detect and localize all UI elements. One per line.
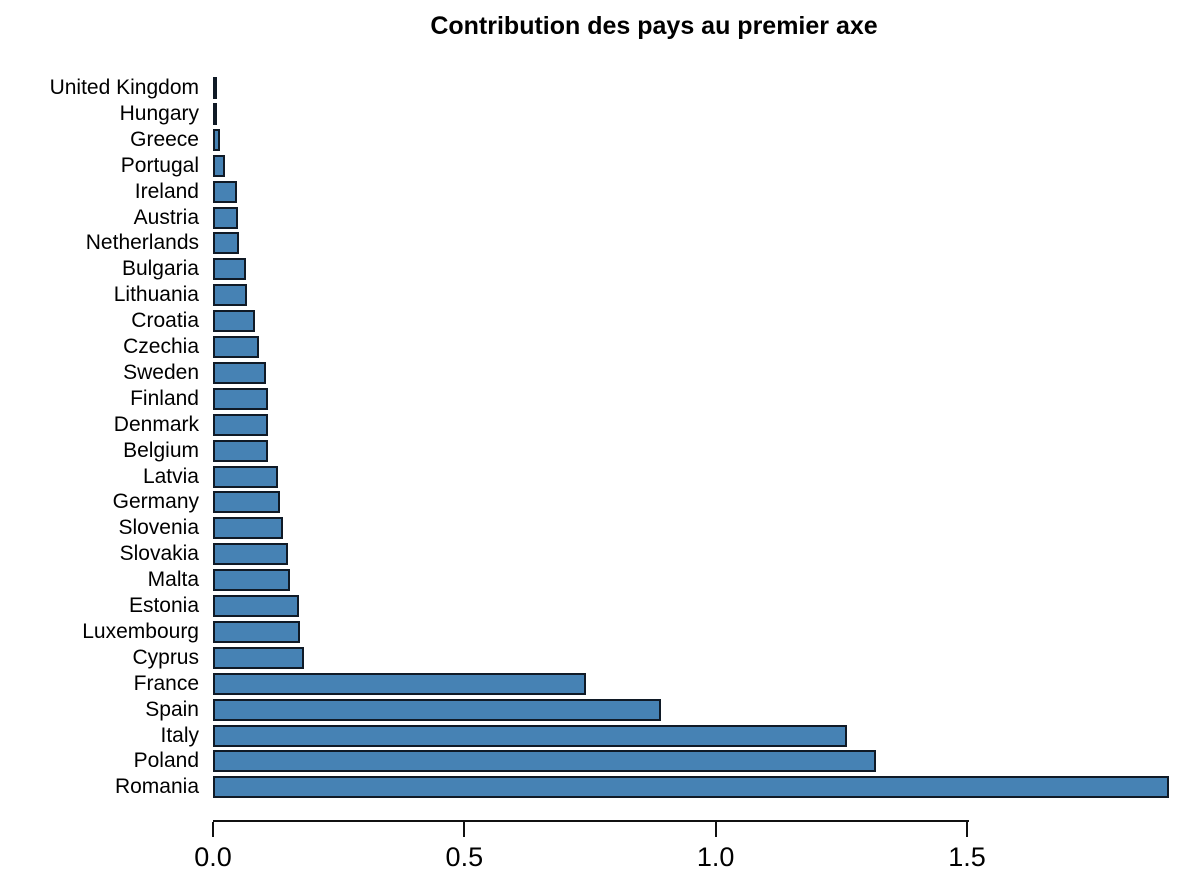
- category-label: Finland: [130, 386, 199, 410]
- x-axis-tick: [212, 822, 214, 837]
- bar-row: Germany: [0, 490, 1178, 514]
- bar-row: Estonia: [0, 595, 1178, 617]
- bar-row: Ireland: [0, 179, 1178, 203]
- bar: [213, 491, 280, 514]
- bar: [213, 543, 288, 566]
- category-label: Latvia: [142, 464, 199, 488]
- bar: [213, 776, 1170, 799]
- bar-row: Italy: [0, 723, 1178, 747]
- bar-row: Malta: [0, 568, 1178, 592]
- category-label: Luxembourg: [82, 619, 199, 643]
- bar: [213, 336, 260, 358]
- bar: [213, 698, 661, 721]
- category-label: Czechia: [123, 335, 199, 358]
- category-label: Cyprus: [132, 645, 199, 669]
- category-label: Denmark: [113, 412, 199, 436]
- bar: [213, 284, 247, 307]
- bar-row: Greece: [0, 127, 1178, 151]
- bar-row: Bulgaria: [0, 257, 1178, 281]
- bar: [213, 465, 278, 488]
- bar-row: Cyprus: [0, 645, 1178, 669]
- bar: [213, 387, 269, 410]
- bar: [213, 361, 266, 384]
- category-label: United Kingdom: [49, 76, 199, 99]
- bar: [213, 646, 304, 669]
- bar-row: Sweden: [0, 360, 1178, 384]
- bar: [213, 595, 299, 617]
- category-label: Germany: [112, 490, 199, 514]
- bar-row: Croatia: [0, 309, 1178, 333]
- category-label: France: [133, 671, 199, 695]
- category-label: Slovenia: [118, 516, 199, 540]
- bar-row: France: [0, 671, 1178, 695]
- category-label: Greece: [130, 127, 199, 151]
- bar: [213, 128, 221, 151]
- bar: [213, 569, 290, 592]
- category-label: Spain: [145, 697, 199, 721]
- category-label: Ireland: [134, 179, 199, 203]
- category-label: Poland: [133, 749, 199, 773]
- bar-row: Latvia: [0, 464, 1178, 488]
- bar: [213, 180, 238, 203]
- category-label: Hungary: [119, 101, 199, 125]
- category-label: Netherlands: [85, 231, 199, 255]
- bar-row: Belgium: [0, 438, 1178, 462]
- bar-row: United Kingdom: [0, 77, 1178, 99]
- x-axis-tick-label: 0.5: [445, 842, 484, 872]
- bar: [213, 672, 586, 695]
- bar-row: Luxembourg: [0, 619, 1178, 643]
- x-axis-tick-label: 1.5: [948, 842, 986, 872]
- bar-row: Netherlands: [0, 231, 1178, 255]
- bar-row: Poland: [0, 749, 1178, 773]
- x-axis-tick: [966, 822, 968, 837]
- bar: [213, 232, 240, 255]
- bar: [213, 413, 269, 436]
- bar: [213, 102, 217, 125]
- category-label: Estonia: [128, 594, 199, 617]
- bar-row: Hungary: [0, 101, 1178, 125]
- bar: [213, 517, 283, 540]
- bar: [213, 620, 300, 643]
- bar: [213, 154, 226, 177]
- bar: [213, 750, 877, 773]
- bar: [213, 258, 246, 281]
- category-label: Lithuania: [113, 283, 199, 307]
- category-label: Portugal: [120, 153, 199, 177]
- category-label: Italy: [160, 723, 199, 747]
- bar-row: Slovenia: [0, 516, 1178, 540]
- x-axis-line: [213, 820, 969, 822]
- category-label: Malta: [147, 568, 199, 592]
- chart-title: Contribution des pays au premier axe: [430, 12, 878, 40]
- x-axis-tick: [463, 822, 466, 837]
- category-label: Slovakia: [119, 542, 199, 566]
- x-axis-tick: [714, 822, 717, 837]
- bar-row: Czechia: [0, 336, 1178, 358]
- category-label: Croatia: [131, 309, 199, 333]
- category-label: Bulgaria: [121, 257, 199, 281]
- bar: [213, 77, 217, 99]
- bar-row: Finland: [0, 386, 1178, 410]
- bar: [213, 310, 256, 333]
- bar: [213, 439, 269, 462]
- category-label: Belgium: [123, 438, 199, 462]
- x-axis-tick-label: 1.0: [696, 842, 735, 872]
- x-axis-tick-label: 0.0: [194, 842, 232, 872]
- bar-row: Denmark: [0, 412, 1178, 436]
- category-label: Austria: [133, 205, 199, 229]
- bar-row: Lithuania: [0, 283, 1178, 307]
- category-label: Sweden: [123, 360, 199, 384]
- bar-row: Spain: [0, 697, 1178, 721]
- category-label: Romania: [114, 775, 199, 799]
- bar: [213, 724, 847, 747]
- bar-row: Austria: [0, 205, 1178, 229]
- bar: [213, 206, 238, 229]
- bar-row: Romania: [0, 775, 1178, 799]
- bar-row: Slovakia: [0, 542, 1178, 566]
- bar-row: Portugal: [0, 153, 1178, 177]
